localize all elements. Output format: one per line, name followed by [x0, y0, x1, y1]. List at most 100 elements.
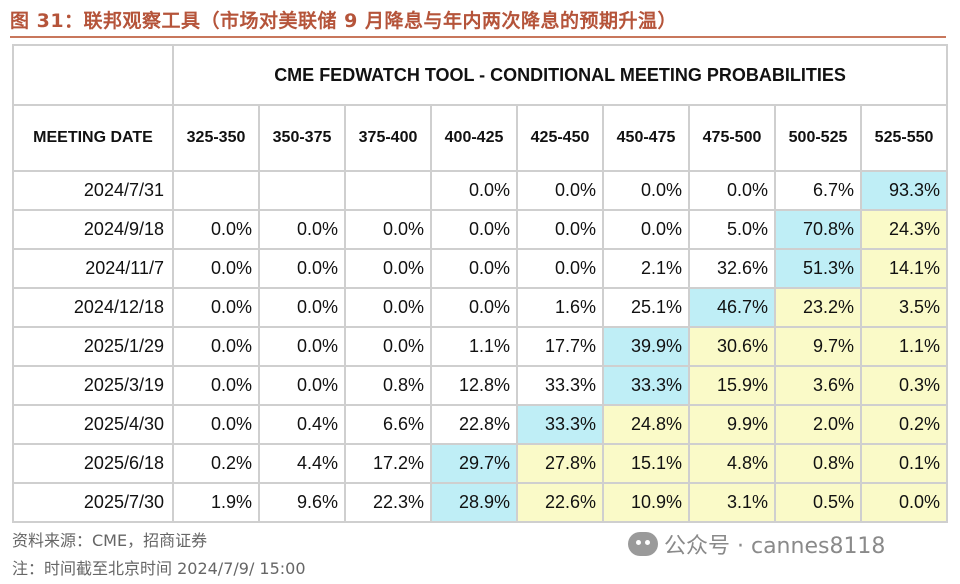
probability-cell: 0.0% — [430, 248, 518, 289]
probability-cell: 17.2% — [344, 443, 432, 484]
probability-cell: 22.3% — [344, 482, 432, 523]
probability-cell: 6.7% — [774, 170, 862, 211]
rate-column-header: 500-525 — [774, 104, 862, 172]
probability-cell: 70.8% — [774, 209, 862, 250]
probability-cell: 0.0% — [172, 404, 260, 445]
probability-cell: 0.5% — [774, 482, 862, 523]
probability-cell: 10.9% — [602, 482, 690, 523]
meeting-date-cell: 2024/7/31 — [12, 170, 174, 211]
table-row: 2025/6/18 0.2% 4.4% 17.2% 29.7% 27.8% 15.1% 4.8… — [12, 443, 949, 484]
rate-column-header: 350-375 — [258, 104, 346, 172]
meeting-date-cell: 2025/4/30 — [12, 404, 174, 445]
probability-cell: 6.6% — [344, 404, 432, 445]
table-row: 2024/12/18 0.0% 0.0% 0.0% 0.0% 1.6% 25.1% 46.7%… — [12, 287, 949, 328]
table-title-row: CME FEDWATCH TOOL - CONDITIONAL MEETING … — [12, 44, 949, 106]
table-body: 2024/7/31 0.0% 0.0% 0.0% 0.0% 6.7% 93.3% 2024/9… — [12, 170, 949, 523]
table-row: 2025/1/29 0.0% 0.0% 0.0% 1.1% 17.7% 39.9% 30.6%… — [12, 326, 949, 367]
title-divider — [10, 36, 946, 38]
table-title: CME FEDWATCH TOOL - CONDITIONAL MEETING … — [171, 44, 949, 106]
probability-cell: 0.2% — [172, 443, 260, 484]
meeting-date-cell: 2024/11/7 — [12, 248, 174, 289]
probability-cell: 28.9% — [430, 482, 518, 523]
probability-cell: 15.1% — [602, 443, 690, 484]
probability-cell: 4.8% — [688, 443, 776, 484]
table-row: 2025/3/19 0.0% 0.0% 0.8% 12.8% 33.3% 33.3% 15.9… — [12, 365, 949, 406]
probability-cell: 1.6% — [516, 287, 604, 328]
column-header-row: MEETING DATE 325-350 350-375 375-400 400… — [12, 104, 949, 172]
probability-cell: 14.1% — [859, 248, 949, 289]
rate-column-header: 475-500 — [688, 104, 776, 172]
probability-cell: 0.0% — [344, 248, 432, 289]
probability-cell: 0.0% — [602, 170, 690, 211]
probability-cell: 0.4% — [258, 404, 346, 445]
time-note: 注：时间截至北京时间 2024/7/9/ 15:00 — [12, 559, 306, 578]
probability-cell: 0.0% — [859, 482, 949, 523]
probability-cell: 22.6% — [516, 482, 604, 523]
probability-cell: 93.3% — [859, 170, 949, 211]
probability-cell: 33.3% — [602, 365, 690, 406]
meeting-date-cell: 2025/3/19 — [12, 365, 174, 406]
probability-cell: 0.0% — [516, 209, 604, 250]
probability-cell: 0.8% — [774, 443, 862, 484]
probability-cell: 4.4% — [258, 443, 346, 484]
probability-cell — [258, 170, 346, 211]
probability-cell: 22.8% — [430, 404, 518, 445]
probability-cell: 3.1% — [688, 482, 776, 523]
probability-cell: 32.6% — [688, 248, 776, 289]
probability-cell: 33.3% — [516, 365, 604, 406]
table-row: 2025/4/30 0.0% 0.4% 6.6% 22.8% 33.3% 24.8% 9.9%… — [12, 404, 949, 445]
probability-cell: 0.0% — [258, 209, 346, 250]
probability-cell: 0.3% — [859, 365, 949, 406]
probability-cell: 0.2% — [859, 404, 949, 445]
probability-cell: 24.8% — [602, 404, 690, 445]
probability-cell: 0.0% — [344, 326, 432, 367]
rate-column-header: 425-450 — [516, 104, 604, 172]
probability-cell: 46.7% — [688, 287, 776, 328]
probability-cell: 0.0% — [172, 326, 260, 367]
probability-cell: 2.1% — [602, 248, 690, 289]
table-row: 2025/7/30 1.9% 9.6% 22.3% 28.9% 22.6% 10.9% 3.1… — [12, 482, 949, 523]
watermark-text: 公众号 · cannes8118 — [664, 534, 886, 559]
probability-cell — [344, 170, 432, 211]
probability-table: CME FEDWATCH TOOL - CONDITIONAL MEETING … — [12, 44, 949, 523]
probability-cell: 15.9% — [688, 365, 776, 406]
probability-cell: 0.0% — [430, 287, 518, 328]
probability-cell: 0.1% — [859, 443, 949, 484]
source-note: 资料来源：CME，招商证券 — [12, 531, 208, 550]
probability-cell: 9.7% — [774, 326, 862, 367]
probability-cell: 0.8% — [344, 365, 432, 406]
probability-cell: 9.9% — [688, 404, 776, 445]
probability-cell: 0.0% — [430, 170, 518, 211]
probability-cell: 0.0% — [344, 209, 432, 250]
probability-cell: 0.0% — [516, 170, 604, 211]
probability-cell: 0.0% — [258, 248, 346, 289]
rate-column-header: 400-425 — [430, 104, 518, 172]
meeting-date-cell: 2025/7/30 — [12, 482, 174, 523]
probability-cell: 30.6% — [688, 326, 776, 367]
probability-cell: 0.0% — [430, 209, 518, 250]
probability-cell: 0.0% — [172, 287, 260, 328]
probability-cell: 17.7% — [516, 326, 604, 367]
table-row: 2024/7/31 0.0% 0.0% 0.0% 0.0% 6.7% 93.3% — [12, 170, 949, 211]
probability-cell: 2.0% — [774, 404, 862, 445]
probability-cell: 0.0% — [258, 287, 346, 328]
wechat-icon — [628, 532, 658, 556]
probability-cell: 39.9% — [602, 326, 690, 367]
probability-cell: 0.0% — [172, 209, 260, 250]
table-row: 2024/11/7 0.0% 0.0% 0.0% 0.0% 0.0% 2.1% 32.6% 51… — [12, 248, 949, 289]
rate-column-header: 450-475 — [602, 104, 690, 172]
probability-cell: 29.7% — [430, 443, 518, 484]
meeting-date-cell: 2025/1/29 — [12, 326, 174, 367]
watermark: 公众号 · cannes8118 — [628, 528, 885, 560]
probability-cell: 0.0% — [258, 326, 346, 367]
probability-cell: 27.8% — [516, 443, 604, 484]
probability-cell: 0.0% — [516, 248, 604, 289]
probability-cell: 0.0% — [602, 209, 690, 250]
meeting-date-cell: 2024/12/18 — [12, 287, 174, 328]
figure-title: 图 31：联邦观察工具（市场对美联储 9 月降息与年内两次降息的预期升温） — [10, 10, 678, 32]
probability-cell: 25.1% — [602, 287, 690, 328]
rate-column-header: 525-550 — [859, 104, 949, 172]
probability-cell: 12.8% — [430, 365, 518, 406]
probability-cell: 33.3% — [516, 404, 604, 445]
probability-cell: 5.0% — [688, 209, 776, 250]
